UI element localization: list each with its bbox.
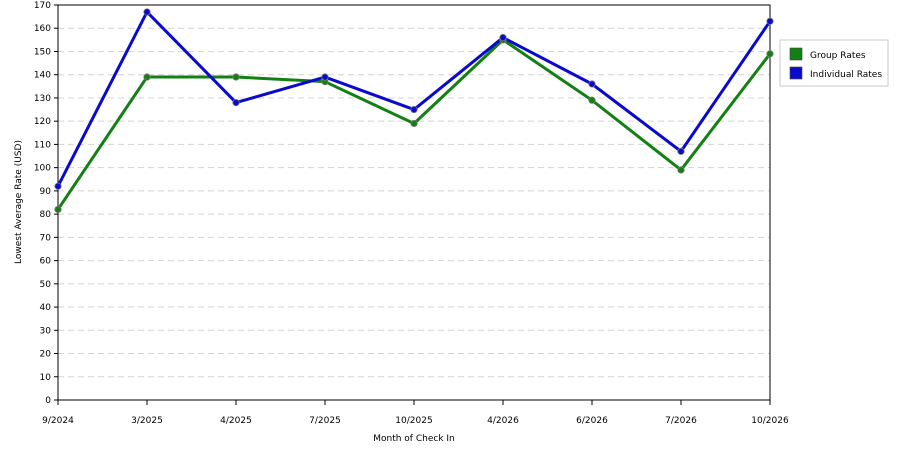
y-tick-label: 100: [34, 164, 51, 174]
y-axis-title: Lowest Average Rate (USD): [14, 140, 24, 264]
y-tick-label: 160: [34, 24, 51, 34]
legend-swatch-individual-rates: [789, 66, 803, 80]
data-point: [677, 166, 685, 174]
data-point: [588, 96, 596, 104]
y-tick-label: 70: [40, 233, 52, 243]
y-tick-label: 0: [45, 396, 51, 406]
y-tick-label: 150: [34, 47, 51, 57]
series-line-individual-rates: [56, 10, 772, 187]
y-tick-label: 90: [40, 187, 52, 197]
data-point: [143, 8, 151, 16]
y-tick-label: 170: [34, 1, 51, 11]
data-point: [410, 119, 418, 128]
y-tick-label: 110: [34, 140, 51, 150]
y-tick-label: 10: [40, 373, 52, 383]
y-tick-label: 50: [40, 280, 52, 290]
y-tick-label: 60: [40, 257, 52, 267]
y-tick-label: 120: [34, 117, 51, 127]
legend-label-individual-rates: Individual Rates: [810, 70, 882, 80]
axes: [54, 4, 771, 405]
x-tick-label: 7/2026: [665, 416, 697, 426]
data-point: [232, 73, 240, 81]
x-tick-labels: 9/2024 3/2025 4/2025 7/2025 10/2025 4/2026 6/2…: [42, 416, 789, 426]
data-point: [499, 33, 507, 42]
x-axis-title: Month of Check In: [373, 434, 455, 444]
x-tick-label: 3/2025: [131, 416, 163, 426]
data-point: [766, 50, 774, 58]
data-point: [54, 205, 62, 214]
x-tick-label: 7/2025: [309, 416, 341, 426]
data-point: [232, 98, 240, 107]
data-point: [54, 182, 62, 190]
y-tick-label: 20: [40, 350, 52, 360]
grid-lines: [58, 4, 770, 378]
legend-label-group-rates: Group Rates: [810, 51, 866, 61]
data-point: [321, 73, 329, 81]
y-tick-label: 30: [40, 326, 52, 336]
y-tick-label: 140: [34, 71, 51, 81]
x-tick-label: 10/2025: [395, 416, 432, 426]
data-point: [143, 73, 151, 81]
data-point: [677, 147, 685, 155]
x-tick-label: 6/2026: [576, 416, 608, 426]
data-point: [766, 17, 774, 25]
x-tick-label: 4/2026: [487, 416, 519, 426]
data-point: [588, 80, 596, 88]
x-tick-label: 10/2026: [751, 416, 789, 426]
y-tick-labels: 0 10 20 30 40 50 60 70 80 90 100 110 120 130 140 150 160…: [34, 1, 51, 406]
legend: Group Rates Individual Rates: [779, 39, 889, 87]
y-tick-label: 130: [34, 94, 51, 104]
x-tick-label: 4/2025: [220, 416, 252, 426]
y-tick-label: 80: [40, 210, 52, 220]
legend-swatch-group-rates: [789, 47, 803, 61]
plot-border: [57, 4, 771, 401]
y-tick-label: 40: [40, 303, 52, 313]
x-tick-label: 9/2024: [42, 416, 74, 426]
data-point: [410, 105, 418, 114]
data-points: [54, 8, 774, 214]
